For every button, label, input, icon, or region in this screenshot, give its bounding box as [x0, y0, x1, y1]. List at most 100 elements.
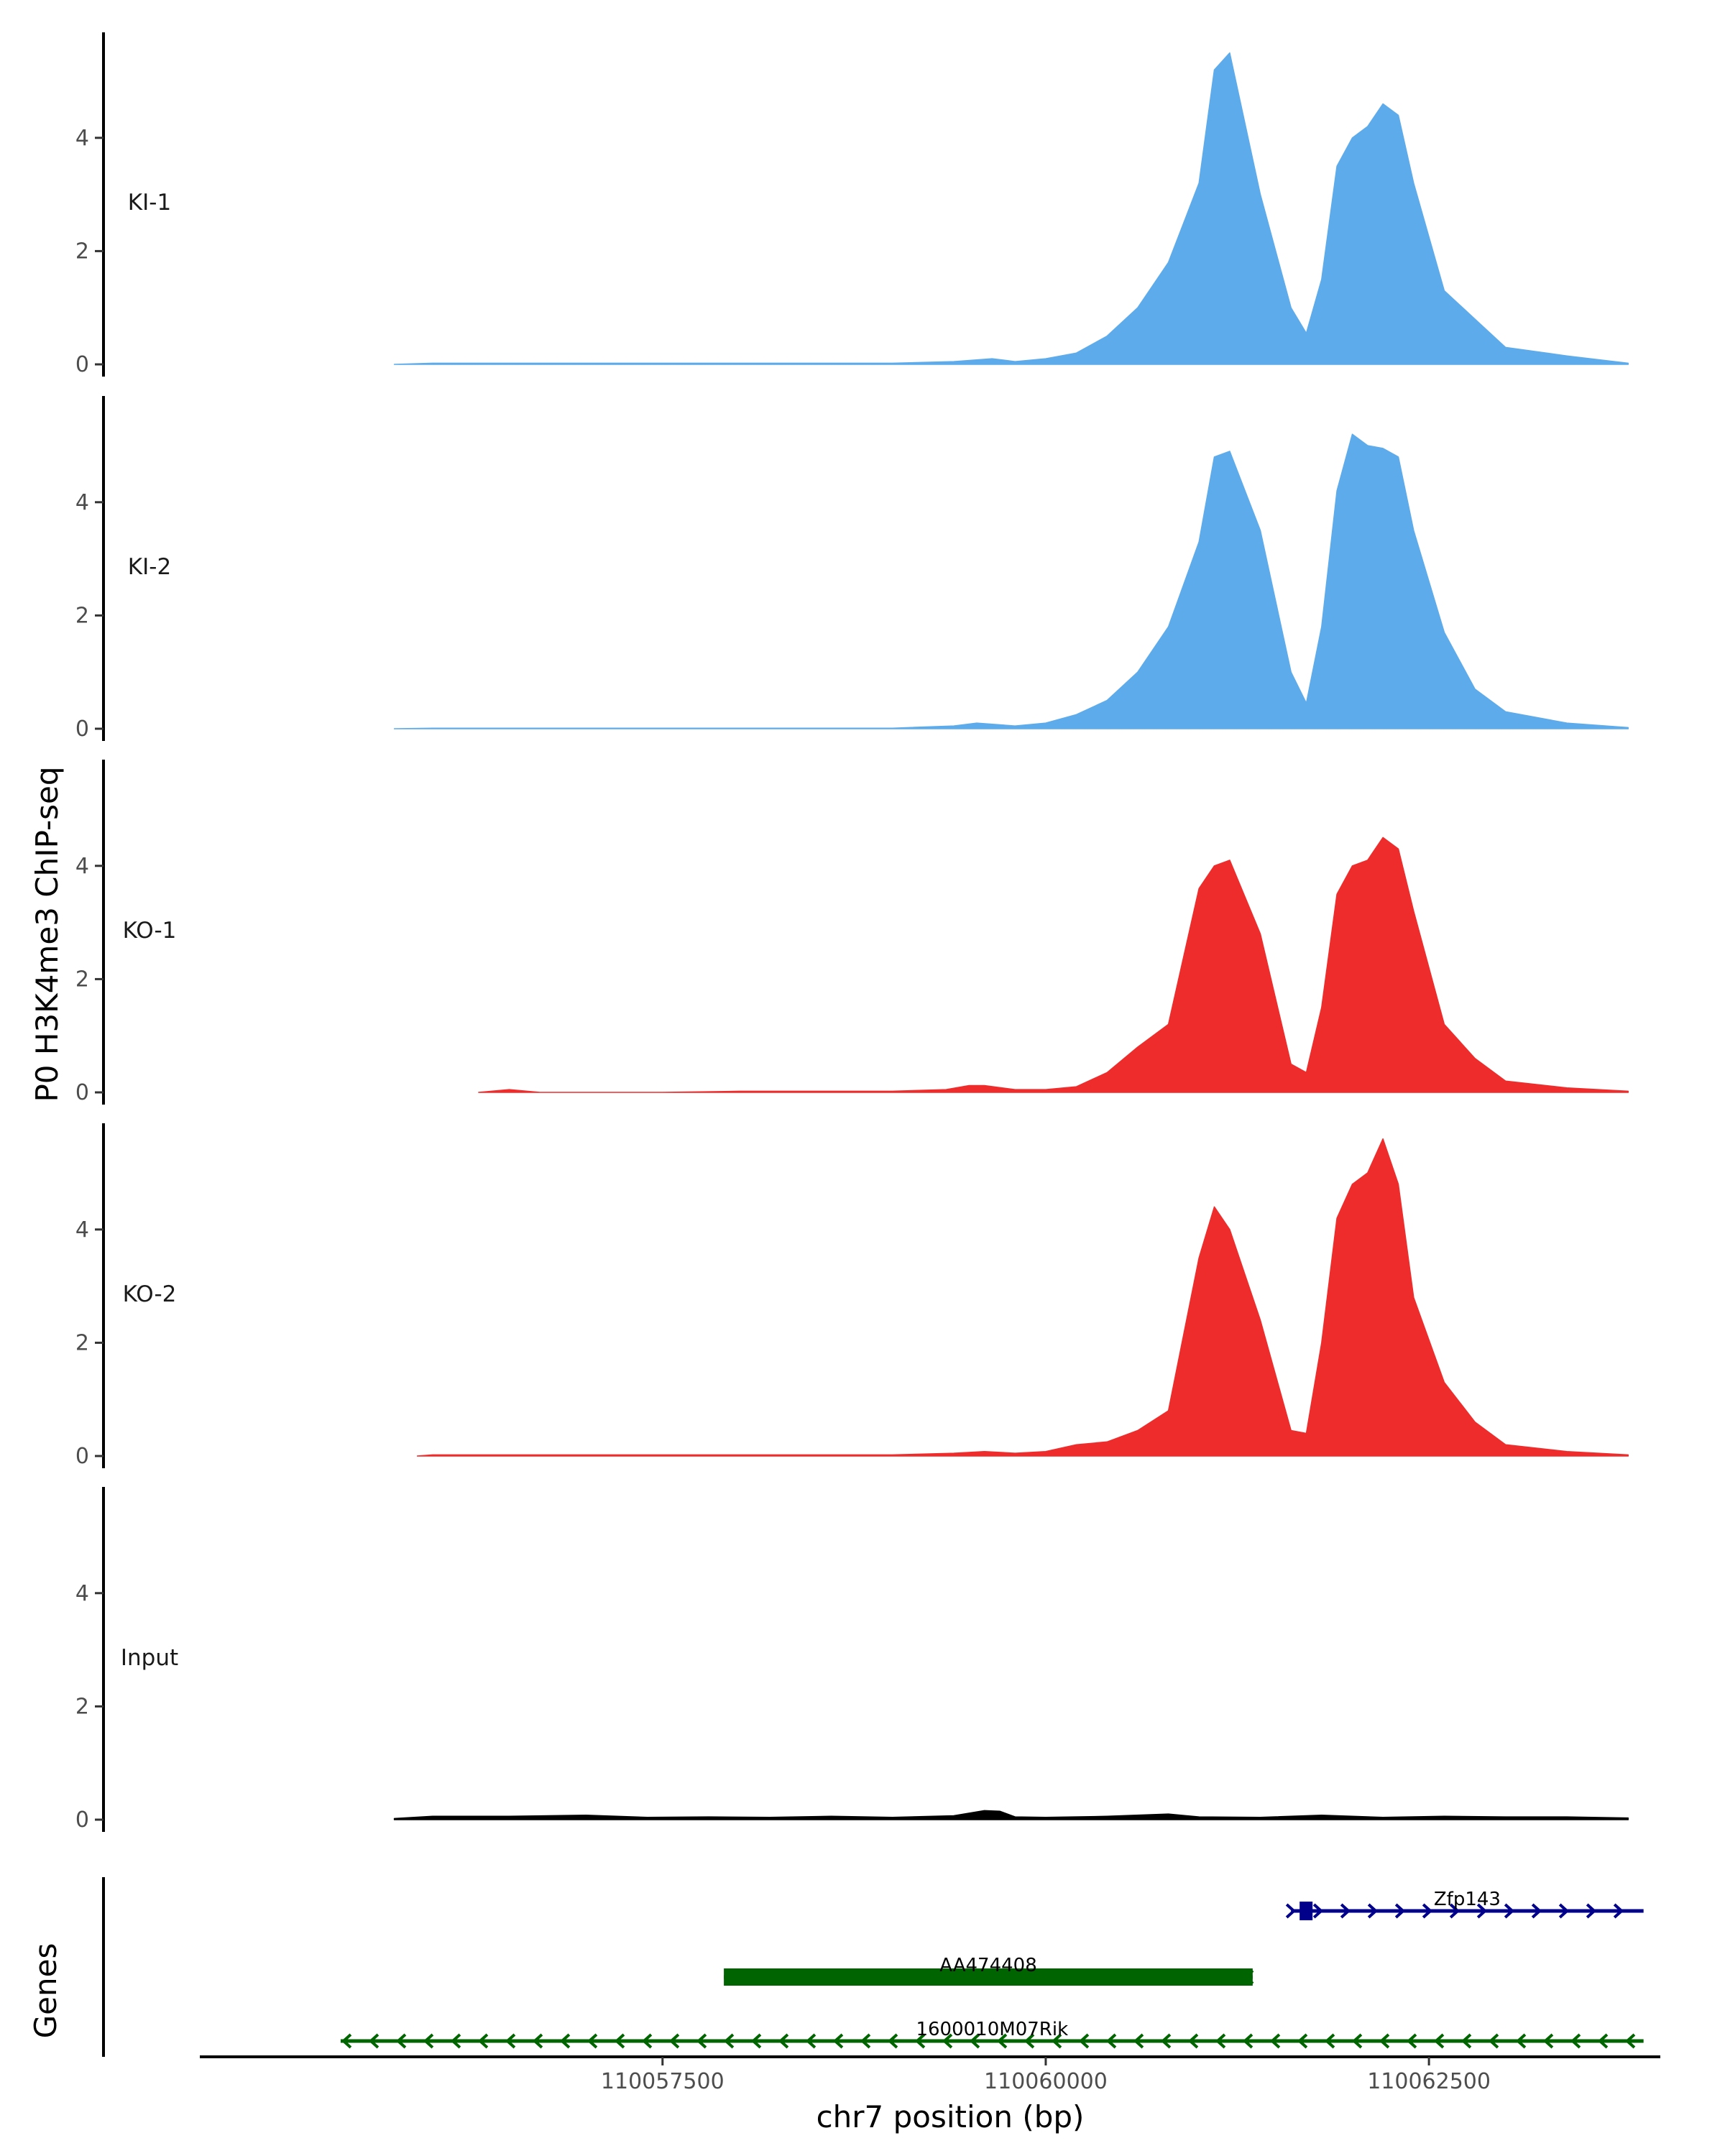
strand-arrow	[888, 1969, 899, 1985]
strand-arrow	[805, 2033, 816, 2049]
y-tick-label: 2	[75, 1330, 89, 1355]
x-tick-label: 110057500	[601, 2069, 724, 2094]
strand-arrow	[1504, 1903, 1515, 1919]
strand-arrow	[1189, 1969, 1200, 1985]
coverage-tracks: 0 2 4 KI-1 0 2 4 KI-2 0 2 4 KO-1 0 2 4 KO-2 0 2 4 Input	[75, 32, 1629, 1833]
strand-arrow	[1216, 1969, 1227, 1985]
track-label: KO-1	[123, 918, 177, 944]
strand-arrow	[1351, 2033, 1363, 2049]
strand-arrow	[559, 2033, 571, 2049]
gene-label: 1600010M07Rik	[916, 2019, 1068, 2040]
coverage-area	[416, 1138, 1629, 1457]
strand-arrow	[1051, 2033, 1062, 2049]
y-tick-label: 4	[75, 854, 89, 879]
strand-arrow	[806, 1969, 817, 1985]
strand-arrow	[368, 2033, 380, 2049]
y-tick-label: 4	[75, 126, 89, 151]
strand-arrow	[1597, 2033, 1609, 2049]
strand-arrow	[1422, 1903, 1433, 1919]
strand-arrow	[1433, 2033, 1445, 2049]
gene-annotation-panel: Zfp143 AA474408 1600010M07Rik	[102, 1877, 1644, 2057]
strand-arrow	[1162, 1969, 1172, 1985]
strand-arrow	[1024, 2033, 1035, 2049]
strand-arrow	[943, 1969, 954, 1985]
strand-arrow	[641, 2033, 653, 2049]
strand-arrow	[1570, 2033, 1581, 2049]
strand-arrow	[1367, 1903, 1379, 1919]
y-tick-label: 4	[75, 1217, 89, 1243]
strand-arrow	[1312, 1903, 1324, 1919]
strand-arrow	[1542, 2033, 1554, 2049]
y-tick-label: 2	[75, 239, 89, 264]
strand-arrow	[916, 1969, 926, 1985]
strand-arrow	[505, 2033, 516, 2049]
strand-arrow	[723, 2033, 735, 2049]
track-label: KI-1	[128, 190, 171, 216]
strand-arrow	[861, 1969, 872, 1985]
gene-zfp143: Zfp143	[1285, 1889, 1644, 1920]
strand-arrow	[1476, 1903, 1488, 1919]
strand-arrow	[395, 2033, 407, 2049]
y-axis-title: P0 H3K4me3 ChIP-seq	[29, 766, 65, 1102]
y-tick-label: 2	[75, 603, 89, 628]
gene-aa474408: AA474408	[724, 1955, 1254, 1986]
coverage-area	[393, 1810, 1629, 1820]
strand-arrow	[970, 1969, 981, 1985]
strand-arrow	[942, 2033, 953, 2049]
strand-arrow	[423, 2033, 434, 2049]
strand-arrow	[1394, 1903, 1406, 1919]
strand-arrow	[1449, 1903, 1460, 1919]
strand-arrow	[1531, 1903, 1542, 1919]
strand-arrow	[1078, 2033, 1090, 2049]
strand-arrow	[614, 2033, 625, 2049]
strand-arrow	[532, 2033, 543, 2049]
strand-arrow	[1558, 1903, 1570, 1919]
strand-arrow	[779, 1969, 790, 1985]
y-tick-label: 2	[75, 1694, 89, 1719]
y-tick-label: 4	[75, 1581, 89, 1606]
x-tick-label: 110062500	[1367, 2069, 1491, 2094]
strand-arrow	[696, 2033, 707, 2049]
strand-arrow	[1285, 1903, 1297, 1919]
track-label: KO-2	[123, 1281, 177, 1307]
strand-arrow	[1613, 1903, 1624, 1919]
strand-arrow	[998, 1969, 1008, 1985]
strand-arrow	[668, 2033, 680, 2049]
strand-arrow	[450, 2033, 461, 2049]
gene-label: AA474408	[939, 1955, 1037, 1976]
y-tick-label: 0	[75, 1444, 89, 1469]
strand-arrow	[1187, 2033, 1199, 2049]
strand-arrow	[724, 1969, 735, 1985]
x-axis: 110057500 110060000 110062500	[200, 2055, 1660, 2094]
strand-arrow	[1624, 2033, 1636, 2049]
track-label: KI-2	[128, 554, 171, 580]
coverage-area	[393, 52, 1629, 365]
genes-axis-title: Genes	[28, 1943, 63, 2039]
strand-arrow	[1107, 1969, 1118, 1985]
coverage-area	[393, 433, 1629, 729]
strand-arrow	[1052, 1969, 1063, 1985]
strand-arrow	[969, 2033, 980, 2049]
strand-arrow	[1215, 2033, 1226, 2049]
strand-arrow	[1160, 2033, 1172, 2049]
x-tick-label: 110060000	[984, 2069, 1108, 2094]
strand-arrow	[1586, 1903, 1597, 1919]
strand-arrow	[1025, 1969, 1036, 1985]
track-label: Input	[121, 1645, 178, 1671]
strand-arrow	[1515, 2033, 1527, 2049]
strand-arrow	[477, 2033, 489, 2049]
strand-arrow	[750, 2033, 762, 2049]
strand-arrow	[1134, 1969, 1145, 1985]
track-ko-2: 0 2 4 KO-2	[75, 1123, 1629, 1469]
track-ki-2: 0 2 4 KI-2	[75, 396, 1629, 742]
strand-arrow	[1269, 2033, 1281, 2049]
strand-arrow	[1460, 2033, 1472, 2049]
track-ki-1: 0 2 4 KI-1	[75, 32, 1629, 377]
strand-arrow	[1243, 1969, 1254, 1985]
gene-exon	[1300, 1902, 1313, 1920]
y-tick-label: 0	[75, 352, 89, 377]
strand-arrow	[1105, 2033, 1117, 2049]
strand-arrow	[586, 2033, 598, 2049]
strand-arrow	[832, 2033, 844, 2049]
